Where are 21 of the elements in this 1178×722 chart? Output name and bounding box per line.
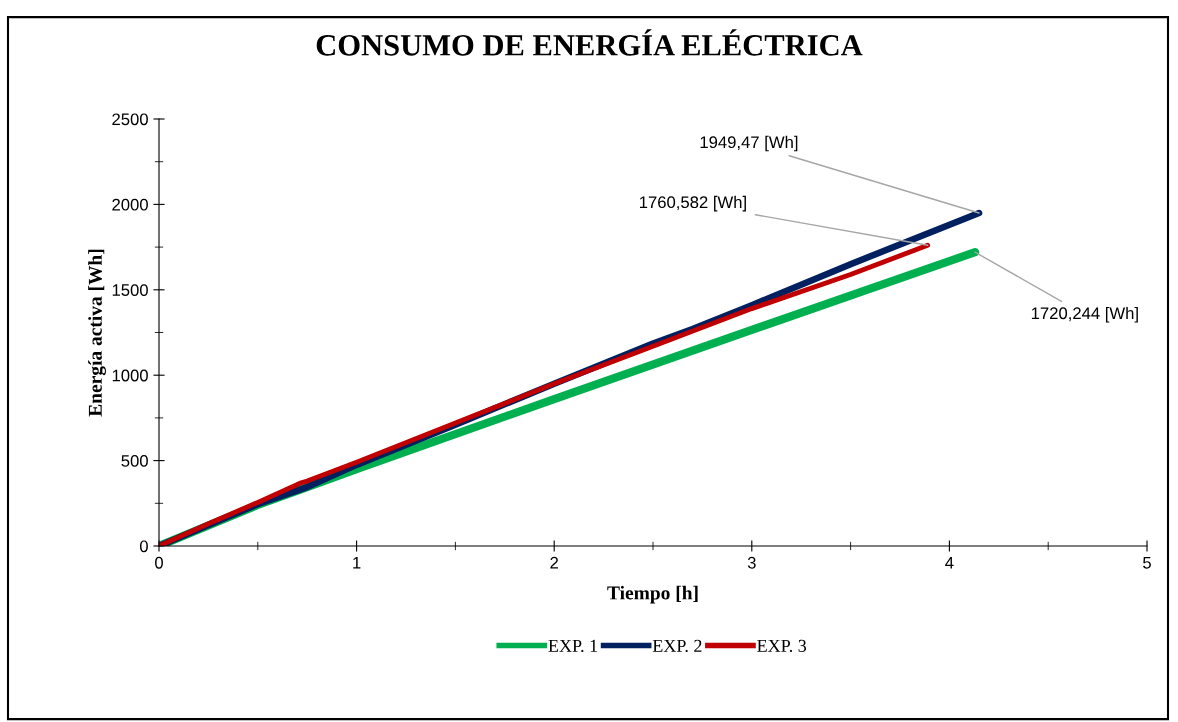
x-axis-title: Tiempo [h]: [607, 585, 698, 604]
y-tick-label: 1000: [112, 369, 148, 382]
y-tick-label: 500: [121, 455, 148, 467]
x-tick-label: 5: [1143, 557, 1151, 569]
y-axis-title: Energía activa [Wh]: [88, 249, 106, 417]
legend-label: EXP. 2: [652, 639, 702, 653]
x-tick-label: 1: [353, 557, 361, 569]
x-tick-label: 2: [550, 556, 558, 569]
annotation: 1720,244 [Wh]: [1031, 306, 1138, 323]
x-tick-label: 0: [155, 556, 163, 569]
x-tick-label: 3: [747, 556, 756, 569]
y-tick-label: 1500: [112, 284, 148, 296]
y-tick-label: 0: [139, 540, 148, 553]
annotation: 1949,47 [Wh]: [700, 135, 798, 152]
y-tick-label: 2000: [112, 198, 148, 211]
y-tick-label: 2500: [112, 113, 148, 126]
x-tick-label: 4: [945, 557, 954, 569]
legend-label: EXP. 1: [548, 639, 598, 653]
legend-label: EXP. 3: [757, 639, 807, 653]
chart-title: CONSUMO DE ENERGÍA ELÉCTRICA: [316, 29, 863, 56]
annotation: 1760,582 [Wh]: [639, 195, 746, 212]
